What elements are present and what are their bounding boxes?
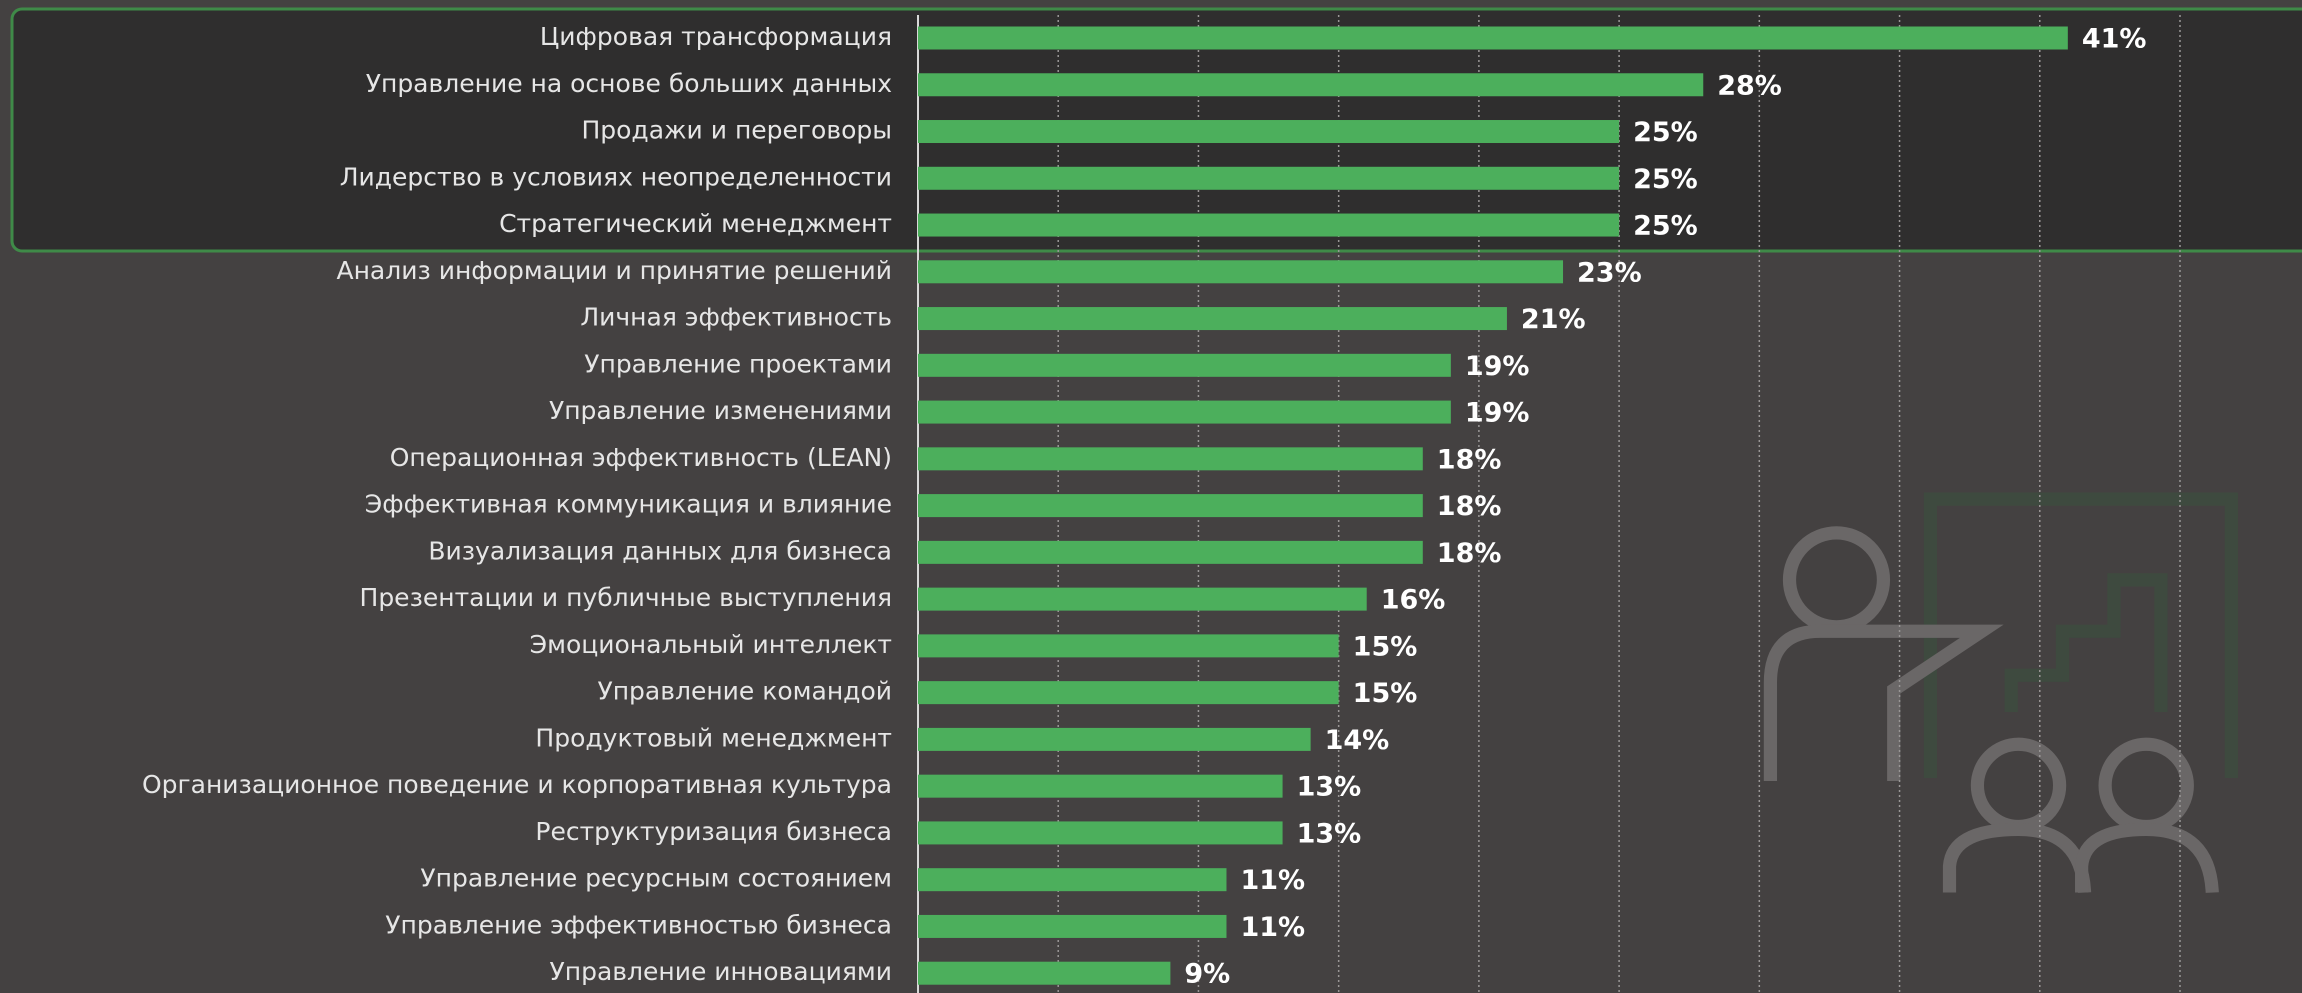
bar xyxy=(918,540,1423,564)
value-label: 9% xyxy=(1184,959,1230,990)
bar xyxy=(918,447,1423,471)
bar xyxy=(918,868,1227,892)
bar xyxy=(918,494,1423,518)
bar xyxy=(918,260,1564,284)
value-label: 11% xyxy=(1240,865,1305,896)
bar xyxy=(918,727,1311,751)
value-label: 11% xyxy=(1240,912,1305,943)
decorative-icon xyxy=(1763,492,2238,894)
bar xyxy=(918,353,1451,377)
category-label: Продажи и переговоры xyxy=(581,116,892,145)
bar xyxy=(918,166,1620,190)
bar xyxy=(918,26,2068,50)
bar xyxy=(918,961,1171,985)
category-label: Эффективная коммуникация и влияние xyxy=(365,490,892,519)
bar xyxy=(918,681,1339,705)
category-label: Цифровая трансформация xyxy=(540,22,892,51)
category-label: Визуализация данных для бизнеса xyxy=(428,536,892,565)
value-label: 14% xyxy=(1325,725,1390,756)
category-label: Организационное поведение и корпоративна… xyxy=(142,770,892,799)
value-label: 25% xyxy=(1633,211,1698,242)
category-label: Лидерство в условиях неопределенности xyxy=(340,162,892,191)
value-label: 13% xyxy=(1297,818,1362,849)
value-label: 28% xyxy=(1717,70,1782,101)
value-label: 13% xyxy=(1297,772,1362,803)
value-label: 15% xyxy=(1353,678,1418,709)
value-label: 16% xyxy=(1381,585,1446,616)
category-label: Продуктовый менеджмент xyxy=(535,723,892,752)
value-label: 19% xyxy=(1465,351,1530,382)
bar xyxy=(918,587,1367,611)
value-label: 15% xyxy=(1353,631,1418,662)
value-label: 18% xyxy=(1437,538,1502,569)
value-label: 19% xyxy=(1465,398,1530,429)
category-label: Управление ресурсным состоянием xyxy=(420,864,892,893)
category-label: Управление изменениями xyxy=(549,396,892,425)
bar xyxy=(918,914,1227,938)
category-label: Управление командой xyxy=(597,677,892,706)
category-label: Реструктуризация бизнеса xyxy=(535,817,892,846)
category-label: Управление инновациями xyxy=(550,957,892,986)
value-label: 41% xyxy=(2082,24,2147,55)
value-label: 21% xyxy=(1521,304,1586,335)
bar xyxy=(918,400,1451,424)
value-label: 25% xyxy=(1633,164,1698,195)
category-label: Операционная эффективность (LEAN) xyxy=(390,443,892,472)
bar xyxy=(918,73,1704,97)
value-label: 18% xyxy=(1437,444,1502,475)
value-label: 18% xyxy=(1437,491,1502,522)
bar xyxy=(918,307,1507,331)
category-label: Управление на основе больших данных xyxy=(366,69,892,98)
category-label: Управление эффективностью бизнеса xyxy=(385,910,892,939)
value-label: 25% xyxy=(1633,117,1698,148)
category-label: Управление проектами xyxy=(584,349,892,378)
bar xyxy=(918,213,1620,237)
bar xyxy=(918,821,1283,845)
bar xyxy=(918,634,1339,658)
category-label: Презентации и публичные выступления xyxy=(360,583,892,612)
category-label: Личная эффективность xyxy=(580,303,892,332)
category-label: Анализ информации и принятие решений xyxy=(336,256,892,285)
value-label: 23% xyxy=(1577,257,1642,288)
bar xyxy=(918,774,1283,798)
bar xyxy=(918,120,1620,144)
category-label: Стратегический менеджмент xyxy=(499,209,892,238)
category-label: Эмоциональный интеллект xyxy=(530,630,892,659)
